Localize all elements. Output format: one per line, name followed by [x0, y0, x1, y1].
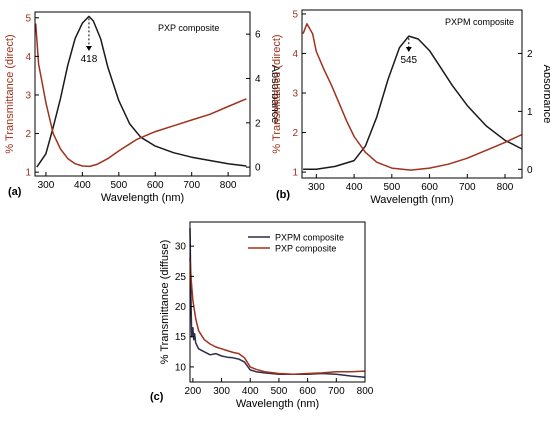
y-tick-label: 1: [292, 168, 298, 179]
panel-tag: (b): [276, 189, 290, 201]
y-axis-label: % Transmittance (direct): [4, 34, 16, 153]
y-right-tick-label: 2: [255, 118, 261, 129]
y-tick-label: 10: [175, 362, 187, 373]
x-tick-label: 800: [357, 386, 374, 397]
y-axis-label: % Transmittance (direct): [271, 34, 283, 153]
x-tick-label: 500: [271, 386, 288, 397]
x-tick-label: 500: [383, 182, 400, 193]
series-line-pxp-composite: [189, 258, 366, 375]
y-tick-label: 2: [25, 129, 31, 140]
x-tick-label: 600: [147, 180, 164, 191]
plot-frame: [189, 221, 366, 383]
x-tick-label: 500: [110, 180, 127, 191]
y-right-tick-label: 0: [255, 163, 261, 174]
series-line-1: [34, 23, 247, 168]
y-tick-label: 5: [292, 9, 298, 20]
x-tick-label: 400: [242, 386, 259, 397]
x-tick-label: 400: [346, 182, 363, 193]
x-tick-label: 700: [183, 180, 200, 191]
y-right-axis-label: Absorbance: [269, 65, 281, 124]
panel-tag: (a): [8, 186, 22, 198]
x-tick-label: 300: [308, 182, 325, 193]
x-tick-label: 300: [213, 386, 230, 397]
series-line-0: [36, 15, 247, 168]
peak-label: 545: [400, 55, 417, 66]
y-tick-label: 4: [25, 52, 31, 63]
y-tick-label: 30: [175, 242, 187, 253]
y-tick-label: 25: [175, 272, 187, 283]
x-axis-label: Wavelength (nm): [101, 192, 184, 204]
y-right-tick-label: 1: [527, 107, 533, 118]
x-tick-label: 700: [328, 386, 345, 397]
y-right-tick-label: 6: [255, 30, 261, 41]
composite-annotation: PXP composite: [158, 23, 219, 33]
y-tick-label: 2: [292, 128, 298, 139]
x-tick-label: 800: [220, 180, 237, 191]
peak-arrow-head: [85, 46, 92, 51]
x-tick-label: 400: [74, 180, 91, 191]
legend-entry: PXPM composite: [275, 233, 344, 243]
x-tick-label: 200: [185, 386, 202, 397]
panel-c: 200 300 400 500 600 700 800 10 15 20 25 30 Wavelengt…: [150, 221, 374, 410]
panel-b: 300 400 500 600 700 800 1 2 3 4 5 0 1 2 Wavelength (nm…: [271, 9, 550, 206]
panel-a: 300 400 500 600 700 800 1 2 3 4 5 0 2 4 6 Wavelength (n…: [4, 11, 281, 204]
x-tick-label: 300: [38, 180, 55, 191]
y-tick-label: 20: [175, 302, 187, 313]
series-line-1: [302, 23, 523, 171]
x-tick-label: 700: [459, 182, 476, 193]
peak-arrow-head: [405, 47, 412, 52]
y-right-tick-label: 0: [527, 165, 533, 176]
y-tick-label: 3: [292, 89, 298, 100]
x-tick-label: 600: [421, 182, 438, 193]
plot-frame: [301, 9, 523, 179]
x-tick-label: 800: [497, 182, 514, 193]
x-axis-label: Wavelength (nm): [236, 398, 319, 410]
y-tick-label: 3: [25, 90, 31, 101]
y-right-axis-label: Absorbance: [541, 65, 550, 124]
x-tick-label: 600: [299, 386, 316, 397]
x-axis-label: Wavelength (nm): [370, 194, 453, 206]
plot-frame: [34, 11, 251, 177]
y-right-tick-label: 2: [527, 49, 533, 60]
peak-label: 418: [81, 54, 98, 65]
y-tick-label: 4: [292, 49, 298, 60]
series-line-0: [303, 35, 523, 171]
composite-annotation: PXPM composite: [445, 17, 514, 27]
y-tick-label: 1: [25, 168, 31, 179]
y-right-tick-label: 4: [255, 74, 261, 85]
panel-tag: (c): [150, 391, 164, 403]
y-axis-label: % Transmittance (diffuse): [159, 240, 171, 365]
y-tick-label: 15: [175, 332, 187, 343]
y-tick-label: 5: [25, 13, 31, 24]
legend-entry: PXP composite: [275, 244, 336, 254]
